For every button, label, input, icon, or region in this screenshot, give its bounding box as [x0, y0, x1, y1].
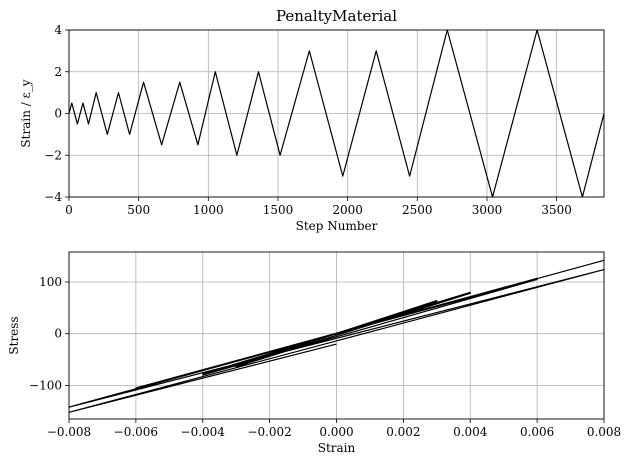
stress-strain-x-tick-label-2: −0.004	[181, 425, 226, 439]
stress-strain-x-tick-label-8: 0.008	[587, 425, 621, 439]
stress-strain-hysteresis-line	[68, 259, 605, 413]
strain-history-y-tick-label-4: 4	[54, 23, 62, 37]
strain-history-ticks: 0 500 1000 1500 2000 2500 3000 3500 −4 −2 0 2 4	[44, 23, 572, 217]
stress-strain-x-tick-label-3: −0.002	[247, 425, 291, 439]
stress-strain-x-tick-label-5: 0.002	[386, 425, 420, 439]
chart-title: PenaltyMaterial	[276, 7, 397, 25]
stress-strain-x-tick-label-0: −0.008	[47, 425, 91, 439]
stress-strain-x-tick-label-1: −0.006	[114, 425, 158, 439]
strain-history-y-tick-label-2: 0	[54, 107, 62, 121]
x-axis-label-step-number: Step Number	[296, 219, 378, 233]
y-axis-label-stress: Stress	[7, 316, 21, 354]
stress-strain-x-tick-label-4: 0.000	[319, 425, 353, 439]
strain-history-x-tick-label-7: 3500	[541, 203, 572, 217]
strain-history-x-tick-label-6: 3000	[472, 203, 503, 217]
strain-history-grid	[68, 29, 604, 198]
strain-history-panel: 0 500 1000 1500 2000 2500 3000 3500 −4 −2 0 2 4 Pena…	[19, 7, 605, 233]
stress-strain-x-tick-label-7: 0.006	[520, 425, 554, 439]
strain-history-x-tick-label-3: 1500	[263, 203, 294, 217]
strain-history-x-tick-label-5: 2500	[402, 203, 433, 217]
stress-strain-y-tick-label-1: 0	[54, 327, 62, 341]
strain-history-y-tick-label-3: 2	[54, 65, 62, 79]
strain-history-y-tick-label-1: −2	[44, 148, 62, 162]
stress-strain-ticks: −0.008 −0.006 −0.004 −0.002 0.000 0.002 0.004 0…	[29, 275, 621, 439]
strain-history-x-tick-label-4: 2000	[332, 203, 363, 217]
strain-history-line	[68, 29, 605, 198]
strain-history-x-tick-label-0: 0	[65, 203, 73, 217]
x-axis-label-strain: Strain	[318, 441, 356, 455]
stress-strain-y-tick-label-2: 100	[39, 275, 62, 289]
strain-history-x-tick-label-1: 500	[127, 203, 150, 217]
strain-history-y-tick-label-0: −4	[44, 190, 62, 204]
stress-strain-panel: −0.008 −0.006 −0.004 −0.002 0.000 0.002 0.004 0…	[7, 251, 621, 455]
y-axis-label-strain: Strain / ε_y	[19, 79, 33, 147]
stress-strain-x-tick-label-6: 0.004	[453, 425, 488, 439]
strain-history-x-tick-label-2: 1000	[193, 203, 224, 217]
stress-strain-y-tick-label-0: −100	[29, 378, 62, 392]
